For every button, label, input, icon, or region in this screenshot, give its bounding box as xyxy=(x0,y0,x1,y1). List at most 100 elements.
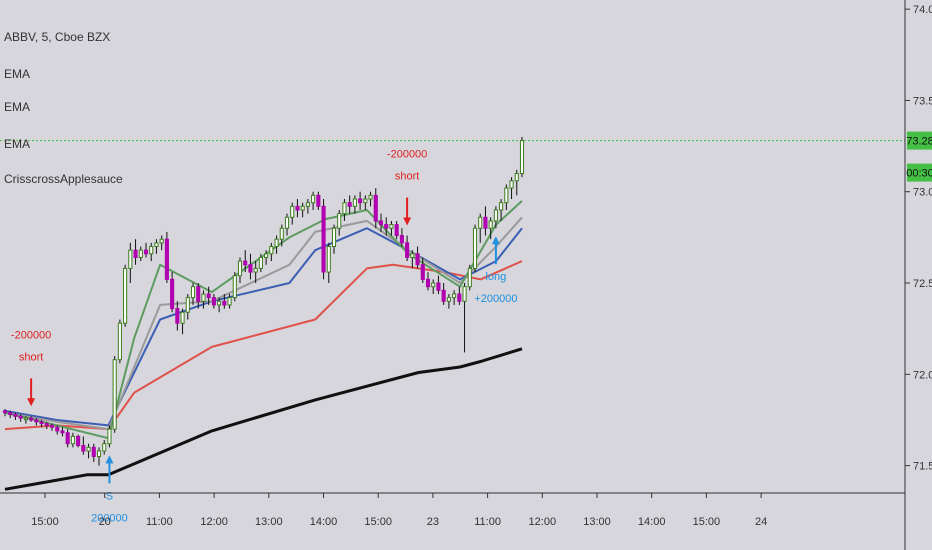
indicator-ema-3[interactable]: EMA xyxy=(4,137,31,151)
candle-body[interactable] xyxy=(504,187,509,204)
candle-body[interactable] xyxy=(457,293,462,302)
candle-body[interactable] xyxy=(342,202,347,215)
candle-body[interactable] xyxy=(211,297,216,306)
candle-body[interactable] xyxy=(305,202,310,207)
candle-body[interactable] xyxy=(258,256,263,269)
candle-body[interactable] xyxy=(290,205,295,218)
candle-body[interactable] xyxy=(337,213,342,229)
candle-body[interactable] xyxy=(237,260,243,277)
candle-body[interactable] xyxy=(222,300,227,306)
candle-body[interactable] xyxy=(415,253,420,266)
candle-body[interactable] xyxy=(368,194,373,200)
candle-body[interactable] xyxy=(441,289,446,302)
candle-body[interactable] xyxy=(180,311,185,324)
candle-body[interactable] xyxy=(128,249,133,269)
candle-body[interactable] xyxy=(269,246,274,255)
candle-body[interactable] xyxy=(227,297,232,306)
candle-body[interactable] xyxy=(295,205,300,211)
candle-body[interactable] xyxy=(86,446,91,452)
candle-body[interactable] xyxy=(425,278,431,288)
candle-body[interactable] xyxy=(91,446,96,457)
candle-body[interactable] xyxy=(243,260,248,266)
candle-body[interactable] xyxy=(321,205,326,273)
candle-body[interactable] xyxy=(13,413,18,417)
candle-body[interactable] xyxy=(399,235,404,244)
candle-body[interactable] xyxy=(117,322,122,361)
candle-body[interactable] xyxy=(159,238,164,244)
candle-body[interactable] xyxy=(253,267,258,273)
candle-body[interactable] xyxy=(49,424,55,428)
candle-body[interactable] xyxy=(248,264,253,273)
candle-body[interactable] xyxy=(284,216,290,229)
candle-body[interactable] xyxy=(509,180,514,189)
indicator-ema-1[interactable]: EMA xyxy=(4,67,31,81)
candle-body[interactable] xyxy=(483,216,488,229)
candle-body[interactable] xyxy=(123,267,128,324)
candle-body[interactable] xyxy=(81,445,86,452)
candle-body[interactable] xyxy=(44,423,49,426)
candle-body[interactable] xyxy=(70,435,75,445)
candle-body[interactable] xyxy=(34,419,39,423)
candle-body[interactable] xyxy=(326,246,331,273)
candle-body[interactable] xyxy=(55,426,60,432)
candle-body[interactable] xyxy=(190,286,196,299)
candle-body[interactable] xyxy=(201,293,206,302)
candle-body[interactable] xyxy=(352,198,357,207)
candle-body[interactable] xyxy=(384,224,389,229)
candle-body[interactable] xyxy=(410,253,415,258)
candle-body[interactable] xyxy=(472,227,478,269)
candle-body[interactable] xyxy=(143,249,149,255)
candle-body[interactable] xyxy=(18,415,23,419)
candle-body[interactable] xyxy=(358,198,363,204)
candle-body[interactable] xyxy=(347,202,352,207)
candle-body[interactable] xyxy=(39,421,44,425)
candle-body[interactable] xyxy=(264,253,269,258)
candle-body[interactable] xyxy=(185,297,190,313)
candle-body[interactable] xyxy=(206,293,211,299)
candle-body[interactable] xyxy=(274,238,279,247)
candle-body[interactable] xyxy=(102,443,107,452)
candle-body[interactable] xyxy=(488,220,493,229)
candle-body[interactable] xyxy=(29,417,34,421)
candle-body[interactable] xyxy=(331,227,337,247)
candle-body[interactable] xyxy=(405,242,410,258)
candle-body[interactable] xyxy=(431,282,436,288)
candle-body[interactable] xyxy=(149,246,154,255)
candle-body[interactable] xyxy=(300,205,305,211)
candle-body[interactable] xyxy=(311,194,316,204)
candle-body[interactable] xyxy=(394,224,399,237)
candle-body[interactable] xyxy=(112,359,117,430)
candle-body[interactable] xyxy=(436,282,441,291)
candle-body[interactable] xyxy=(170,278,175,310)
candle-body[interactable] xyxy=(8,412,13,415)
candle-body[interactable] xyxy=(133,249,138,258)
candle-body[interactable] xyxy=(514,172,519,182)
candle-body[interactable] xyxy=(478,216,483,229)
candle-body[interactable] xyxy=(519,140,525,174)
indicator-strategy[interactable]: CrisscrossApplesauce xyxy=(4,172,123,186)
candle-body[interactable] xyxy=(65,432,70,445)
candle-body[interactable] xyxy=(316,194,321,207)
candle-body[interactable] xyxy=(96,450,102,457)
candle-body[interactable] xyxy=(499,202,504,211)
candle-body[interactable] xyxy=(467,267,472,288)
candle-body[interactable] xyxy=(154,242,159,247)
candle-body[interactable] xyxy=(76,435,81,447)
candle-body[interactable] xyxy=(373,194,378,222)
candle-body[interactable] xyxy=(2,410,8,414)
candle-body[interactable] xyxy=(389,224,394,229)
candle-body[interactable] xyxy=(378,220,384,226)
candle-body[interactable] xyxy=(462,286,467,302)
candle-body[interactable] xyxy=(175,308,180,324)
candle-body[interactable] xyxy=(164,238,169,280)
candle-body[interactable] xyxy=(452,293,457,299)
candle-body[interactable] xyxy=(363,198,368,204)
candle-body[interactable] xyxy=(493,209,498,222)
candle-body[interactable] xyxy=(446,297,451,302)
candle-body[interactable] xyxy=(107,428,112,445)
candle-body[interactable] xyxy=(138,249,143,258)
candle-body[interactable] xyxy=(420,264,425,280)
candle-body[interactable] xyxy=(60,430,65,434)
indicator-ema-2[interactable]: EMA xyxy=(4,100,31,114)
